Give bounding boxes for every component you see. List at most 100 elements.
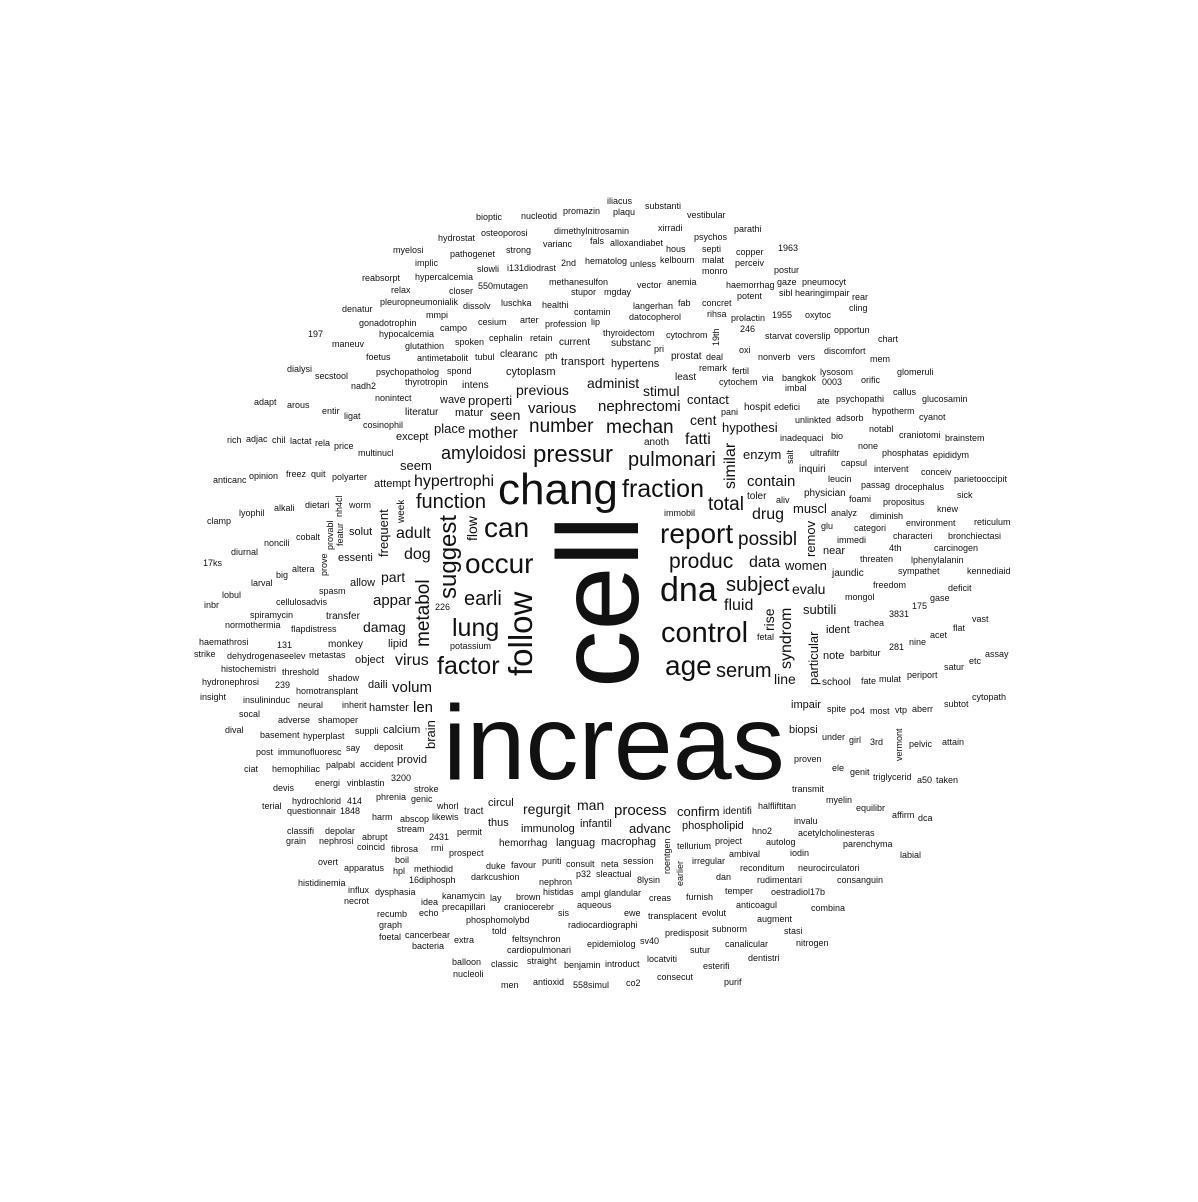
cloud-word: thyroidectom: [603, 328, 655, 338]
cloud-word: vers: [798, 352, 816, 362]
cloud-word: reconditum: [740, 863, 785, 873]
cloud-word: adsorb: [836, 413, 864, 423]
cloud-word: adapt: [254, 397, 277, 407]
cloud-word: periport: [907, 670, 938, 680]
cloud-word: proven: [794, 754, 822, 764]
cloud-word: tubul: [475, 352, 495, 362]
cloud-word: girl: [849, 735, 862, 745]
cloud-word: oxytoc: [805, 310, 832, 320]
cloud-word: echo: [419, 908, 439, 918]
cloud-word: cytochem: [719, 377, 758, 387]
cloud-word: subtot: [944, 699, 969, 709]
cloud-word: apparatus: [344, 863, 385, 873]
cloud-word: psychopathi: [836, 394, 885, 404]
cloud-word: clamp: [207, 516, 232, 526]
cloud-word: duke: [486, 861, 506, 871]
cloud-word: line: [774, 671, 796, 687]
cloud-word: noncili: [264, 538, 290, 548]
cloud-word: conceiv: [921, 467, 952, 477]
cloud-word: dentistri: [748, 953, 780, 963]
cloud-word: 131: [277, 640, 293, 650]
cloud-word: hous: [666, 244, 686, 254]
cloud-word: glomeruli: [897, 367, 934, 377]
cloud-word: most: [870, 706, 890, 716]
cloud-word: rmi: [431, 843, 444, 853]
cloud-word: classifi: [287, 826, 315, 836]
cloud-word: thyrotropin: [405, 377, 448, 387]
cloud-word: salt: [785, 449, 795, 464]
cloud-word: histidas: [543, 887, 574, 897]
cloud-word: equilibr: [856, 803, 886, 813]
cloud-word: necrot: [344, 896, 370, 906]
cloud-word: graph: [379, 920, 403, 930]
cloud-word: arous: [287, 400, 310, 410]
cloud-word: iliacus: [607, 196, 633, 206]
cloud-word: big: [276, 570, 289, 580]
cloud-word: cent: [690, 412, 717, 428]
cloud-word: ambival: [729, 849, 761, 859]
cloud-word: hemophiliac: [272, 764, 321, 774]
cloud-word: epidemiolog: [587, 939, 636, 949]
cloud-word: parathi: [734, 224, 762, 234]
cloud-word: spiramycin: [250, 610, 294, 620]
cloud-word: part: [381, 569, 406, 585]
cloud-word: prolactin: [731, 313, 766, 323]
cloud-word: len: [413, 699, 434, 716]
cloud-word: intervent: [874, 464, 909, 474]
cloud-word: socal: [239, 709, 261, 719]
cloud-word: subnorm: [712, 924, 748, 934]
cloud-word: aberr: [912, 704, 934, 714]
cloud-word: quit: [311, 469, 326, 479]
cloud-word: radiocardiographi: [568, 920, 638, 930]
cloud-word: metabol: [413, 579, 434, 647]
cloud-word: man: [577, 797, 605, 813]
cloud-word: entir: [322, 406, 340, 416]
cloud-word: week: [396, 499, 407, 523]
cloud-word: nephron: [539, 877, 573, 887]
cloud-word: analyz: [831, 508, 858, 518]
cloud-word: haemathrosi: [199, 637, 249, 647]
cloud-word: foami: [849, 494, 872, 504]
cloud-word: bacteria: [412, 941, 445, 951]
cloud-word: post: [256, 747, 274, 757]
cloud-word: luschka: [501, 298, 532, 308]
cloud-word: women: [785, 558, 827, 573]
cloud-word: consecut: [657, 972, 694, 982]
cloud-word: vector: [637, 280, 662, 290]
cloud-word: leucin: [828, 474, 852, 484]
cloud-word: hearingimpair: [795, 288, 850, 298]
cloud-word: nephrectomi: [598, 398, 681, 415]
cloud-word: regurgit: [523, 801, 571, 817]
cloud-word: solut: [349, 526, 373, 538]
cloud-word: triglycerid: [873, 772, 912, 782]
cloud-word: fals: [590, 236, 605, 246]
cloud-word: orific: [861, 375, 881, 385]
cloud-word: sv40: [640, 936, 660, 946]
cloud-word: jaundic: [832, 568, 864, 579]
cloud-word: flat: [953, 623, 966, 633]
cloud-word: dialysi: [287, 364, 313, 374]
cloud-word: methanesulfon: [549, 277, 609, 287]
cloud-word: flapdistress: [291, 624, 337, 634]
cloud-word: hno2: [752, 826, 773, 836]
cloud-word: healthi: [542, 300, 569, 310]
cloud-word: rudimentari: [757, 875, 803, 885]
cloud-word: mother: [468, 425, 518, 442]
cloud-word: altera: [292, 564, 315, 574]
cloud-word: transmit: [792, 784, 825, 794]
cloud-word: a50: [917, 775, 933, 785]
cloud-word: psychos: [694, 232, 728, 242]
cloud-word: rihsa: [707, 309, 727, 319]
cloud-word: ampl: [581, 889, 601, 899]
cloud-word: ate: [817, 396, 830, 406]
cloud-word: particular: [806, 631, 821, 685]
cloud-word: macrophag: [601, 836, 657, 848]
cloud-word: dan: [716, 872, 732, 882]
cloud-word: spond: [447, 366, 472, 376]
cloud-word: histochemistri: [221, 664, 277, 674]
cloud-word: cling: [849, 303, 868, 313]
cloud-word: concret: [702, 298, 732, 308]
cloud-word: oxi: [739, 345, 751, 355]
cloud-word: strong: [506, 245, 532, 255]
cloud-word: 197: [308, 329, 324, 339]
